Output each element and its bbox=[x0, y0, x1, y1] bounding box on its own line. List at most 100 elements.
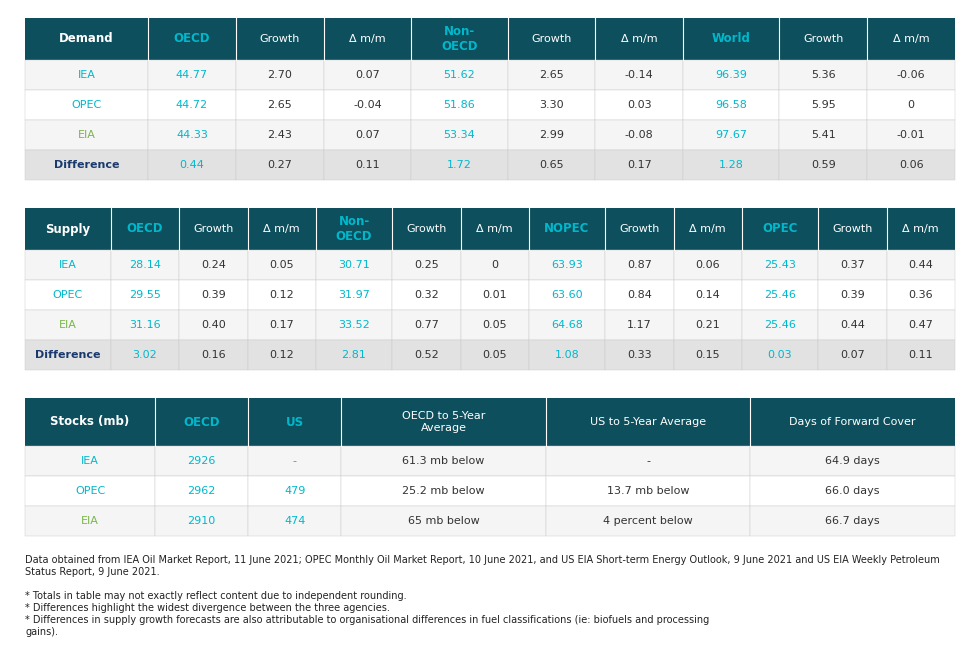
Text: 0.12: 0.12 bbox=[270, 290, 294, 300]
Text: -0.06: -0.06 bbox=[897, 70, 925, 80]
Text: Growth: Growth bbox=[832, 224, 872, 234]
Bar bbox=[867, 150, 955, 180]
Text: 33.52: 33.52 bbox=[338, 320, 369, 330]
Text: 0.37: 0.37 bbox=[840, 260, 864, 270]
Bar bbox=[148, 90, 236, 120]
Text: 96.58: 96.58 bbox=[715, 100, 748, 110]
Bar bbox=[323, 150, 412, 180]
Text: 0.36: 0.36 bbox=[908, 290, 933, 300]
Bar bbox=[25, 506, 155, 536]
Bar bbox=[236, 60, 323, 90]
Text: 0.05: 0.05 bbox=[270, 260, 294, 270]
Text: 1.08: 1.08 bbox=[555, 350, 579, 360]
Text: 4 percent below: 4 percent below bbox=[604, 516, 693, 526]
Text: Stocks (mb): Stocks (mb) bbox=[51, 415, 129, 428]
Text: Δ m/m: Δ m/m bbox=[621, 34, 658, 44]
Text: 0.06: 0.06 bbox=[899, 160, 923, 170]
Bar bbox=[248, 398, 341, 446]
Bar bbox=[25, 150, 148, 180]
Text: 479: 479 bbox=[284, 486, 306, 496]
Bar bbox=[25, 60, 148, 90]
Bar bbox=[392, 340, 461, 370]
Bar bbox=[236, 120, 323, 150]
Text: 64.9 days: 64.9 days bbox=[825, 456, 880, 466]
Text: 0.32: 0.32 bbox=[414, 290, 439, 300]
Text: 0.39: 0.39 bbox=[201, 290, 225, 300]
Bar bbox=[323, 18, 412, 60]
Bar bbox=[887, 250, 955, 280]
Text: 2.70: 2.70 bbox=[268, 70, 292, 80]
Bar bbox=[673, 340, 742, 370]
Bar bbox=[867, 90, 955, 120]
Bar bbox=[148, 18, 236, 60]
Bar bbox=[867, 120, 955, 150]
Bar bbox=[25, 340, 111, 370]
Text: 0.44: 0.44 bbox=[840, 320, 864, 330]
Text: 44.33: 44.33 bbox=[176, 130, 208, 140]
Text: 0.44: 0.44 bbox=[179, 160, 205, 170]
Text: 1.72: 1.72 bbox=[447, 160, 472, 170]
Text: 66.0 days: 66.0 days bbox=[825, 486, 880, 496]
Text: 2910: 2910 bbox=[187, 516, 216, 526]
Text: US to 5-Year Average: US to 5-Year Average bbox=[590, 417, 707, 427]
Bar bbox=[508, 18, 596, 60]
Bar bbox=[148, 120, 236, 150]
Bar bbox=[412, 18, 508, 60]
Text: NOPEC: NOPEC bbox=[544, 223, 590, 236]
Bar bbox=[412, 90, 508, 120]
Bar bbox=[779, 18, 867, 60]
Bar bbox=[508, 150, 596, 180]
Bar bbox=[742, 340, 818, 370]
Bar bbox=[111, 250, 179, 280]
Bar bbox=[179, 340, 248, 370]
Bar bbox=[392, 250, 461, 280]
Bar bbox=[867, 60, 955, 90]
Text: 0.01: 0.01 bbox=[482, 290, 507, 300]
Bar bbox=[683, 90, 779, 120]
Bar bbox=[546, 446, 751, 476]
Bar bbox=[148, 60, 236, 90]
Text: 0.52: 0.52 bbox=[414, 350, 439, 360]
Bar bbox=[673, 280, 742, 310]
Bar bbox=[887, 280, 955, 310]
Text: * Differences in supply growth forecasts are also attributable to organisational: * Differences in supply growth forecasts… bbox=[25, 615, 710, 625]
Bar bbox=[461, 208, 529, 250]
Bar bbox=[887, 340, 955, 370]
Bar bbox=[596, 60, 683, 90]
Bar bbox=[248, 446, 341, 476]
Bar bbox=[605, 208, 673, 250]
Text: -: - bbox=[293, 456, 297, 466]
Bar bbox=[596, 90, 683, 120]
Text: gains).: gains). bbox=[25, 627, 58, 637]
Text: 0.27: 0.27 bbox=[268, 160, 292, 170]
Bar bbox=[111, 280, 179, 310]
Bar bbox=[461, 280, 529, 310]
Bar bbox=[779, 90, 867, 120]
Text: 25.43: 25.43 bbox=[764, 260, 796, 270]
Text: 0.59: 0.59 bbox=[811, 160, 836, 170]
Text: 0.06: 0.06 bbox=[696, 260, 720, 270]
Text: Status Report, 9 June 2021.: Status Report, 9 June 2021. bbox=[25, 567, 160, 577]
Bar bbox=[248, 476, 341, 506]
Bar bbox=[248, 208, 316, 250]
Text: Δ m/m: Δ m/m bbox=[476, 224, 514, 234]
Text: OECD: OECD bbox=[173, 32, 210, 45]
Bar bbox=[751, 446, 955, 476]
Bar bbox=[673, 208, 742, 250]
Bar bbox=[605, 310, 673, 340]
Bar bbox=[867, 18, 955, 60]
Text: 474: 474 bbox=[284, 516, 306, 526]
Bar bbox=[341, 506, 546, 536]
Bar bbox=[887, 310, 955, 340]
Bar bbox=[751, 398, 955, 446]
Text: 28.14: 28.14 bbox=[128, 260, 161, 270]
Text: Non-
OECD: Non- OECD bbox=[441, 25, 477, 53]
Text: IEA: IEA bbox=[59, 260, 76, 270]
Bar bbox=[25, 446, 155, 476]
Text: 2.65: 2.65 bbox=[268, 100, 292, 110]
Text: -0.14: -0.14 bbox=[625, 70, 654, 80]
Bar bbox=[596, 150, 683, 180]
Bar bbox=[751, 506, 955, 536]
Bar bbox=[887, 208, 955, 250]
Text: Growth: Growth bbox=[531, 34, 571, 44]
